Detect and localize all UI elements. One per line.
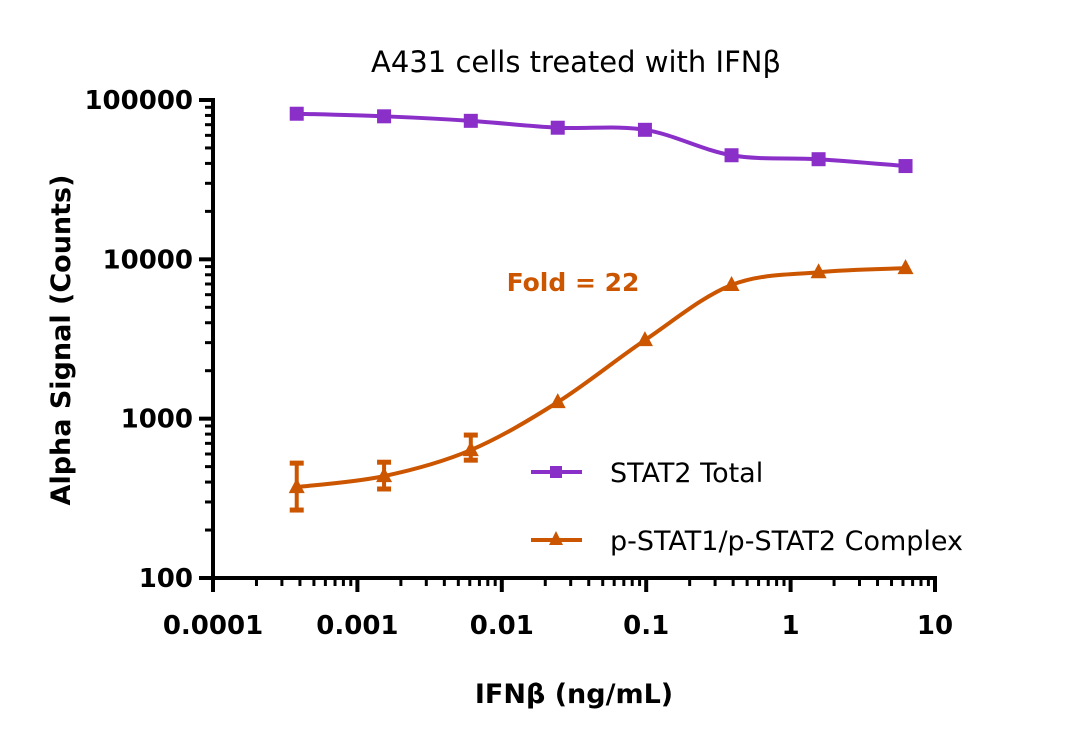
- annotation-fold: Fold = 22: [507, 268, 640, 297]
- y-axis-label: Alpha Signal (Counts): [46, 175, 77, 506]
- data-point-triangle: [376, 467, 393, 483]
- legend: STAT2 Total p-STAT1/p-STAT2 Complex: [531, 458, 963, 557]
- x-tick-label: 0.01: [470, 611, 534, 641]
- triangle-marker-icon: [549, 531, 563, 545]
- data-point-square: [463, 113, 478, 128]
- data-point-square: [898, 159, 913, 174]
- data-point-triangle: [723, 276, 740, 292]
- legend-label: p-STAT1/p-STAT2 Complex: [610, 526, 963, 557]
- plot-area: [288, 106, 914, 513]
- x-axis-label: IFNβ (ng/mL): [475, 679, 673, 710]
- data-point-triangle: [549, 393, 566, 409]
- y-tick-label: 100: [139, 564, 193, 594]
- x-tick-label: 0.1: [623, 611, 669, 641]
- y-tick-label: 1000: [121, 405, 193, 435]
- x-tick-label: 1: [782, 611, 800, 641]
- legend-item-stat2-total: STAT2 Total: [531, 458, 763, 489]
- data-point-triangle: [897, 259, 914, 275]
- x-tick-label: 0.001: [316, 611, 398, 641]
- y-tick-label: 100000: [84, 86, 193, 116]
- x-tick-label: 10: [917, 611, 953, 641]
- data-point-square: [811, 152, 826, 167]
- data-point-triangle: [288, 478, 305, 494]
- data-point-triangle: [636, 331, 653, 347]
- y-tick-label: 10000: [103, 245, 193, 275]
- series-line-1: [296, 266, 906, 490]
- data-point-triangle: [810, 263, 827, 279]
- legend-item-complex: p-STAT1/p-STAT2 Complex: [531, 526, 963, 557]
- data-point-square: [377, 109, 392, 124]
- data-point-square: [289, 106, 304, 121]
- series-line-0: [296, 111, 906, 169]
- legend-label: STAT2 Total: [610, 458, 763, 489]
- square-marker-icon: [550, 466, 562, 478]
- chart-title: A431 cells treated with IFNβ: [371, 45, 781, 79]
- x-tick-label: 0.0001: [163, 611, 263, 641]
- data-point-triangle: [462, 441, 479, 457]
- data-point-square: [724, 148, 739, 163]
- data-point-square: [637, 122, 652, 137]
- axes: 100 1000 10000 100000 0.0001 0.001 0.01 0.1 1 10: [84, 86, 953, 641]
- data-point-square: [550, 120, 565, 135]
